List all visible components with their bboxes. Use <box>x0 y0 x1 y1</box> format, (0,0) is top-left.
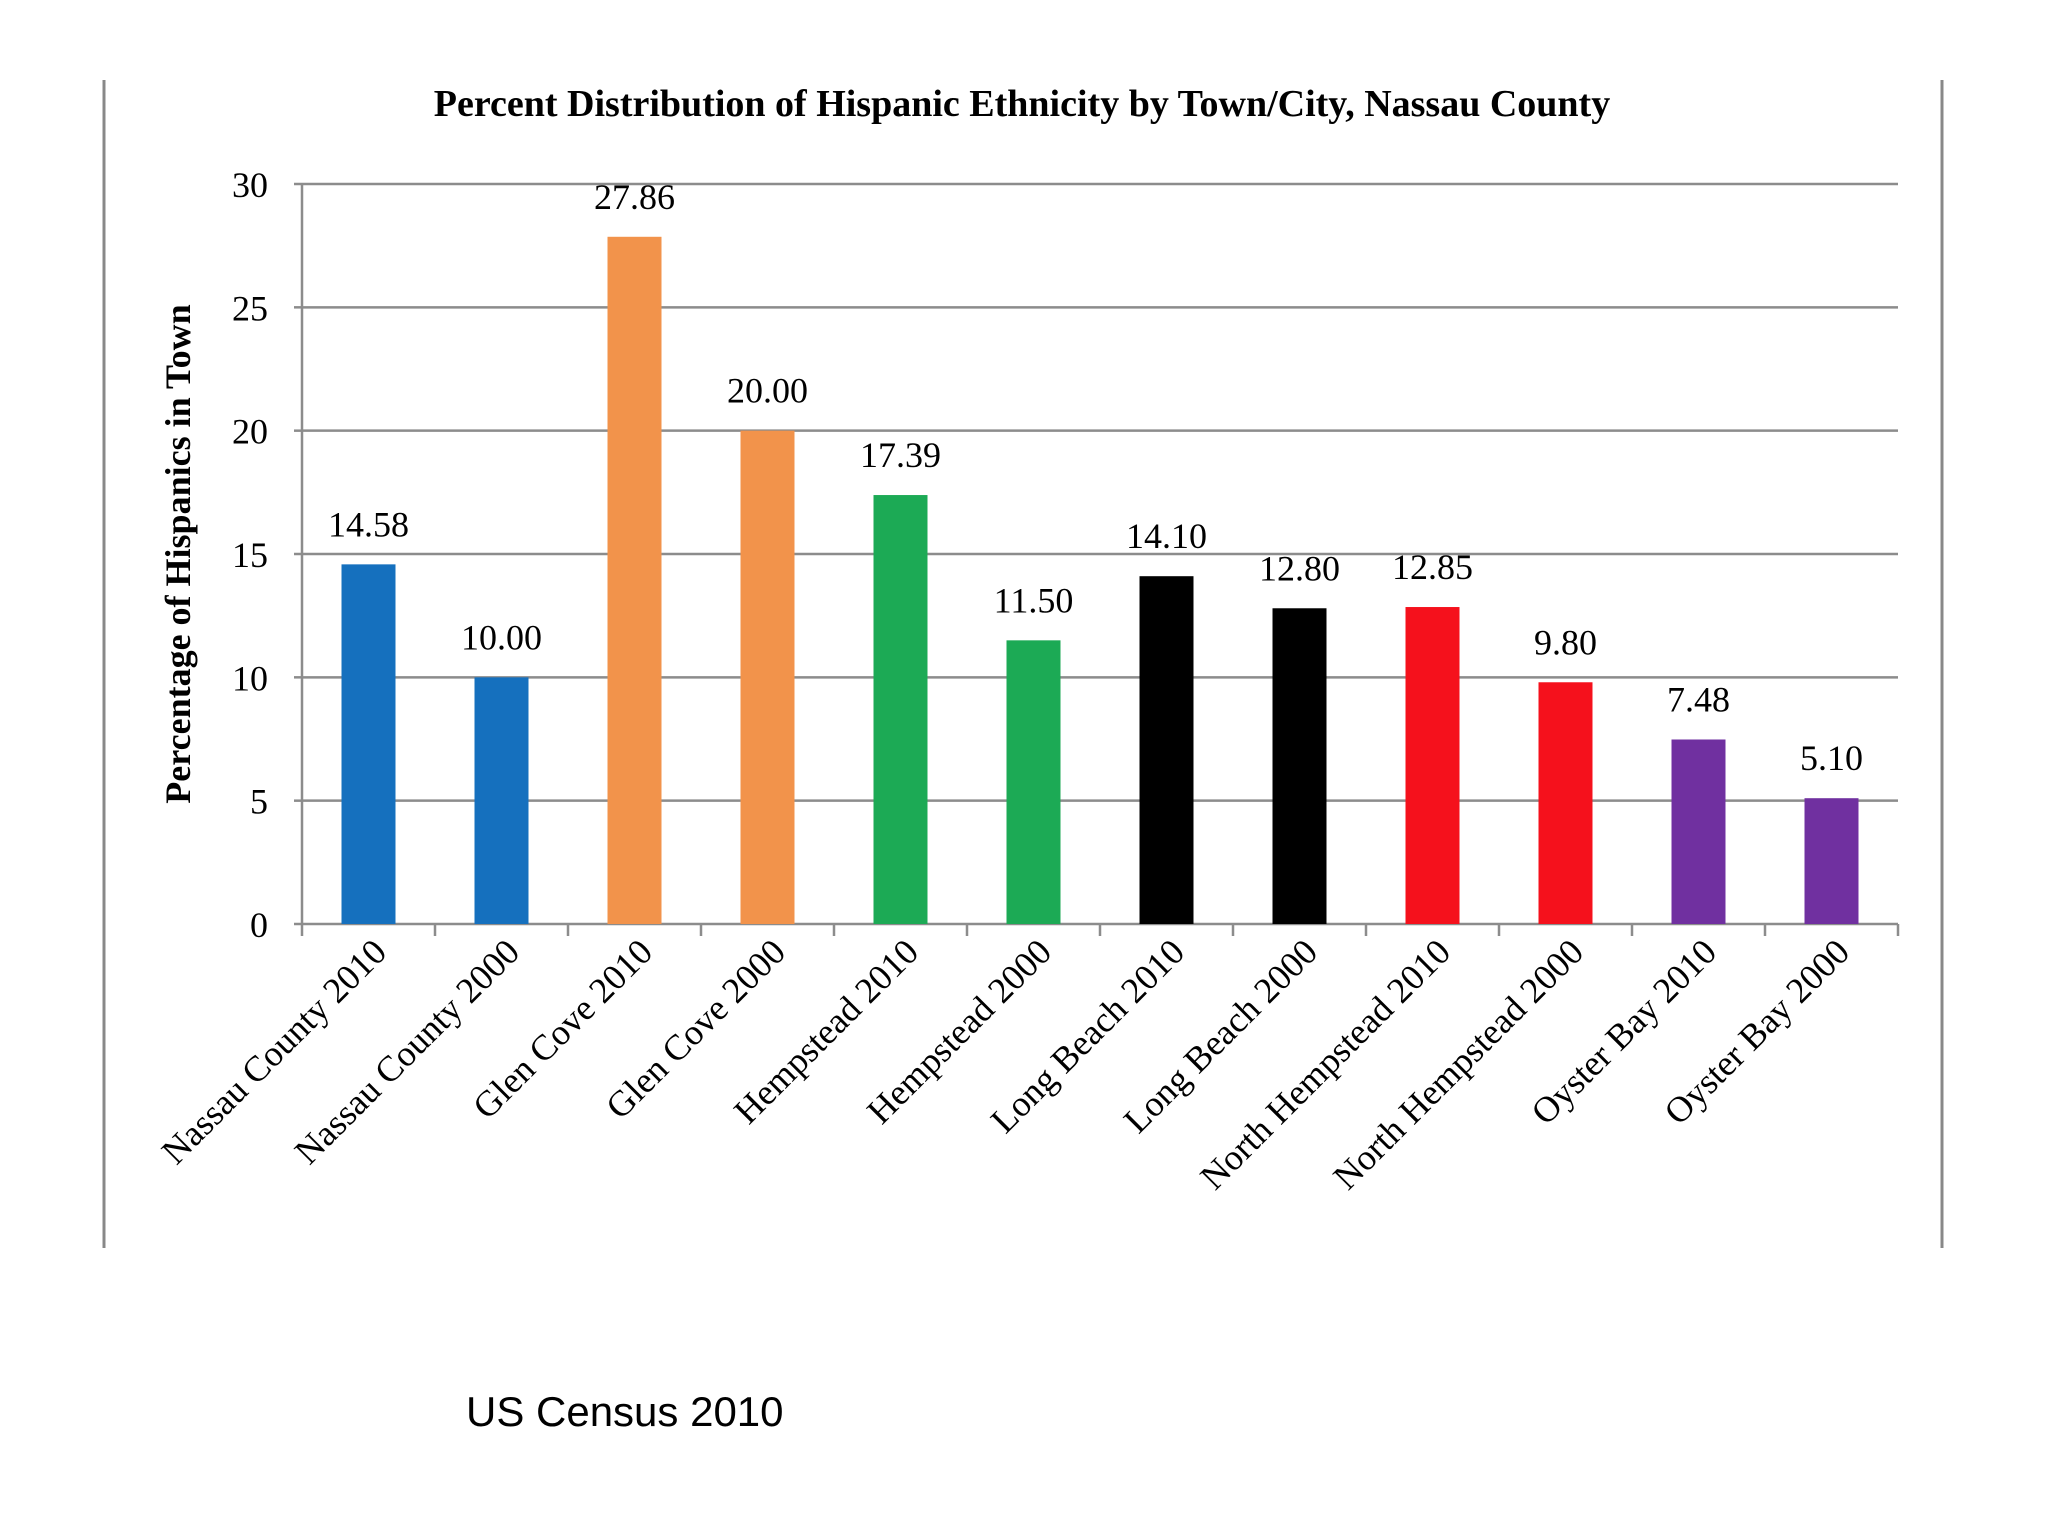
axes <box>300 184 1900 936</box>
category-label: North Hempstead 2010 <box>1192 931 1458 1197</box>
data-label: 14.10 <box>1126 516 1207 556</box>
bar <box>1671 739 1726 924</box>
bar <box>873 495 928 924</box>
data-label: 5.10 <box>1800 738 1863 778</box>
category-label: North Hempstead 2000 <box>1325 931 1591 1197</box>
bar <box>607 236 662 924</box>
bar <box>1272 608 1327 924</box>
bar <box>474 677 529 924</box>
y-tick-label: 20 <box>232 412 268 452</box>
bar <box>1804 798 1859 924</box>
data-label: 17.39 <box>860 435 941 475</box>
data-label: 12.85 <box>1392 547 1473 587</box>
bar <box>341 564 396 924</box>
data-label: 27.86 <box>594 177 675 217</box>
data-label: 14.58 <box>328 504 409 544</box>
bar <box>1538 682 1593 924</box>
bar <box>1139 576 1194 924</box>
category-label: Nassau County 2010 <box>154 931 394 1171</box>
data-label: 11.50 <box>994 580 1074 620</box>
category-label: Nassau County 2000 <box>287 931 527 1171</box>
data-label: 7.48 <box>1667 679 1730 719</box>
y-tick-label: 30 <box>232 165 268 205</box>
data-label: 9.80 <box>1534 622 1597 662</box>
y-tick-label: 25 <box>232 288 268 328</box>
bar <box>740 430 795 924</box>
chart-title: Percent Distribution of Hispanic Ethnici… <box>434 83 1610 125</box>
gridlines <box>294 182 1898 926</box>
data-label: 12.80 <box>1259 548 1340 588</box>
data-label: 10.00 <box>461 617 542 657</box>
y-axis-title: Percentage of Hispanics in Town <box>158 304 198 803</box>
y-tick-labels: 0 5 10 15 20 25 30 <box>232 165 268 945</box>
data-labels: 14.58 10.00 27.86 20.00 17.39 11.50 14.10 12.80… <box>328 177 1863 778</box>
bar <box>1006 640 1061 924</box>
y-tick-label: 0 <box>250 905 268 945</box>
y-tick-label: 15 <box>232 535 268 575</box>
y-tick-label: 5 <box>250 782 268 822</box>
bars <box>341 236 1859 924</box>
source-note: US Census 2010 <box>466 1388 784 1435</box>
bar <box>1405 607 1460 924</box>
data-label: 20.00 <box>727 371 808 411</box>
y-tick-label: 10 <box>232 658 268 698</box>
